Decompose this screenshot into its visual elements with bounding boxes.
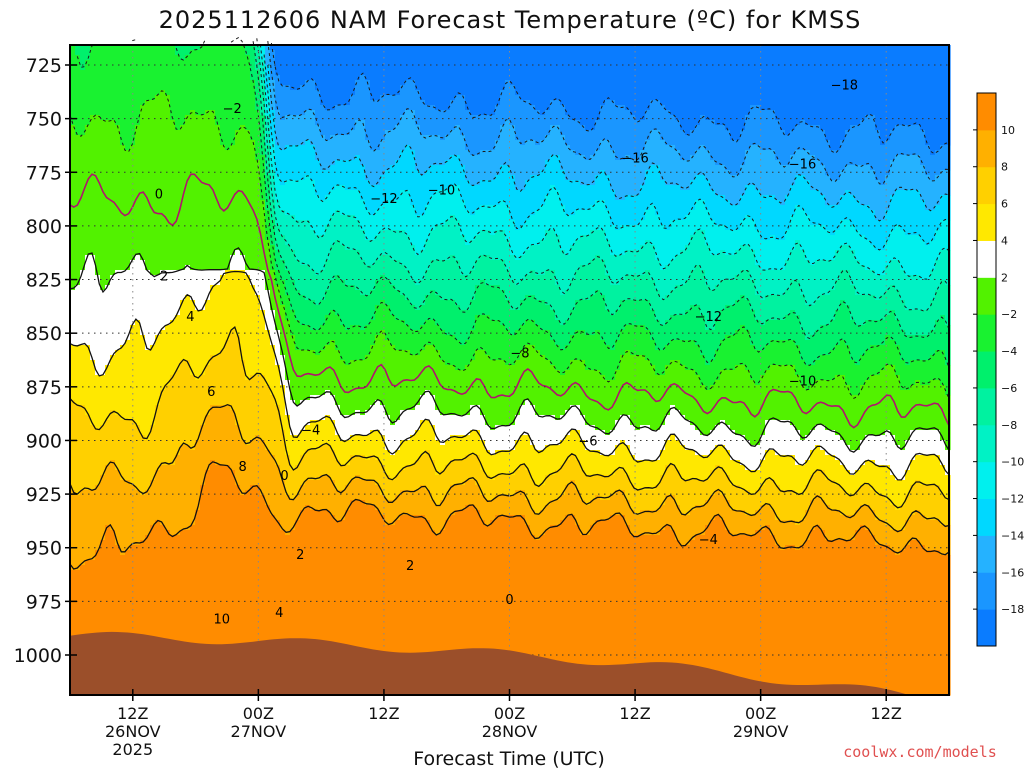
contour-label: 8 [239, 460, 247, 475]
x-tick-label: 00Z [745, 704, 776, 723]
contour-label: 4 [186, 310, 194, 325]
grid-lines [70, 45, 949, 695]
colorbar-swatch [977, 93, 996, 131]
y-tick-label: 850 [26, 323, 62, 345]
x-tick-label: 26NOV [105, 722, 161, 741]
colorbar-tick-label: −6 [1001, 382, 1017, 395]
negative-contours [69, 36, 950, 399]
colorbar-tick-label: −14 [1001, 529, 1024, 542]
x-tick-label: 00Z [243, 704, 274, 723]
contour-label: −10 [428, 183, 455, 198]
contour-label: 2 [296, 548, 304, 563]
colorbar-swatch [977, 387, 996, 426]
y-tick-label: 1000 [14, 645, 62, 667]
colorbar-tick-label: 8 [1001, 161, 1008, 174]
credit-text: coolwx.com/models [843, 743, 997, 761]
y-tick-label: 950 [26, 538, 62, 560]
colorbar-swatch [977, 314, 996, 352]
colorbar-swatch [977, 351, 996, 389]
x-tick-label: 00Z [494, 704, 525, 723]
temperature-bands [70, 45, 951, 696]
contour-label: 2 [160, 269, 168, 284]
y-tick-label: 750 [26, 109, 62, 131]
colorbar-frame [976, 92, 997, 647]
x-tick-label: 12Z [619, 704, 650, 723]
y-tick-label: 925 [26, 484, 62, 506]
colorbar-swatch [977, 535, 996, 573]
zero-isotherm-lines [69, 173, 950, 429]
colorbar-swatch [977, 240, 996, 278]
x-tick-label: 28NOV [482, 722, 538, 741]
colorbar-swatch [977, 609, 996, 647]
colorbar-tick-label: −12 [1001, 493, 1024, 506]
x-tick-label: 27NOV [231, 722, 287, 741]
x-tick-label: 12Z [117, 704, 148, 723]
colorbar-swatch [977, 498, 996, 536]
colorbar-tick-label: −16 [1001, 566, 1024, 579]
colorbar-tick-label: −8 [1001, 419, 1017, 432]
y-tick-label: 800 [26, 216, 62, 238]
colorbar-tick-label: 4 [1001, 234, 1008, 247]
y-tick-label: 975 [26, 591, 62, 613]
contour-labels: −18 −16 −16 −12 −10 −2 0 2 4 6 8 10 −4 0 2 4 2 0 −8 −6 −4 −12… [155, 78, 858, 627]
contour-label: −4 [301, 424, 320, 439]
y-tick-label: 875 [26, 377, 62, 399]
y-tick-label: 775 [26, 162, 62, 184]
y-tick-label: 825 [26, 270, 62, 292]
contour-label: −16 [789, 158, 816, 173]
contour-label: 2 [406, 559, 414, 574]
x-tick-label: 12Z [871, 704, 902, 723]
contour-label: −18 [831, 78, 858, 93]
y-tick-label: 900 [26, 430, 62, 452]
colorbar-tick-label: −18 [1001, 603, 1024, 616]
colorbar-swatch [977, 461, 996, 500]
colorbar-swatch [977, 203, 996, 241]
colorbar-tick-label: 10 [1001, 124, 1015, 137]
contour-label: 0 [155, 188, 163, 203]
x-axis-label: Forecast Time (UTC) [413, 748, 604, 768]
y-axis: 725 750 775 800 825 850 875 900 925 950 975 1000 [14, 55, 77, 667]
contour-label: −12 [370, 192, 397, 207]
contour-label: 10 [213, 613, 230, 628]
terrain-fill [70, 631, 949, 695]
x-tick-label: 2025 [112, 740, 153, 759]
colorbar-swatch [977, 277, 996, 315]
contour-label: −10 [789, 374, 816, 389]
colorbar-tick-label: 2 [1001, 271, 1008, 284]
contour-label: −6 [578, 434, 597, 449]
contour-label: 0 [505, 593, 513, 608]
contour-label: −2 [223, 102, 242, 117]
plot-area: −18 −16 −16 −12 −10 −2 0 2 4 6 8 10 −4 0 2 4 2 0 −8 −6 −4 −12… [69, 36, 951, 696]
colorbar-swatch [977, 129, 996, 168]
x-tick-label: 29NOV [733, 722, 789, 741]
contour-label: −16 [621, 151, 648, 166]
contour-label: 4 [275, 606, 283, 621]
contour-label: −4 [699, 533, 718, 548]
x-tick-label: 12Z [368, 704, 399, 723]
colorbar-tick-label: −4 [1001, 345, 1017, 358]
contour-label: 6 [207, 385, 215, 400]
contour-label: −8 [510, 346, 529, 361]
chart-title: 2025112606 NAM Forecast Temperature (ºC)… [159, 6, 862, 34]
colorbar-swatch [977, 166, 996, 205]
colorbar-swatch [977, 424, 996, 463]
contour-label: 0 [280, 469, 288, 484]
colorbar-tick-label: −10 [1001, 456, 1024, 469]
contour-label: −12 [695, 310, 722, 325]
colorbar-swatch [977, 572, 996, 610]
colorbar-tick-label: 6 [1001, 198, 1008, 211]
y-tick-label: 725 [26, 55, 62, 77]
colorbar: 10 8 6 4 2 −2 −4 −6 −8 −10 −12 −14 −16 −18 [973, 92, 1024, 647]
colorbar-tick-label: −2 [1001, 308, 1017, 321]
